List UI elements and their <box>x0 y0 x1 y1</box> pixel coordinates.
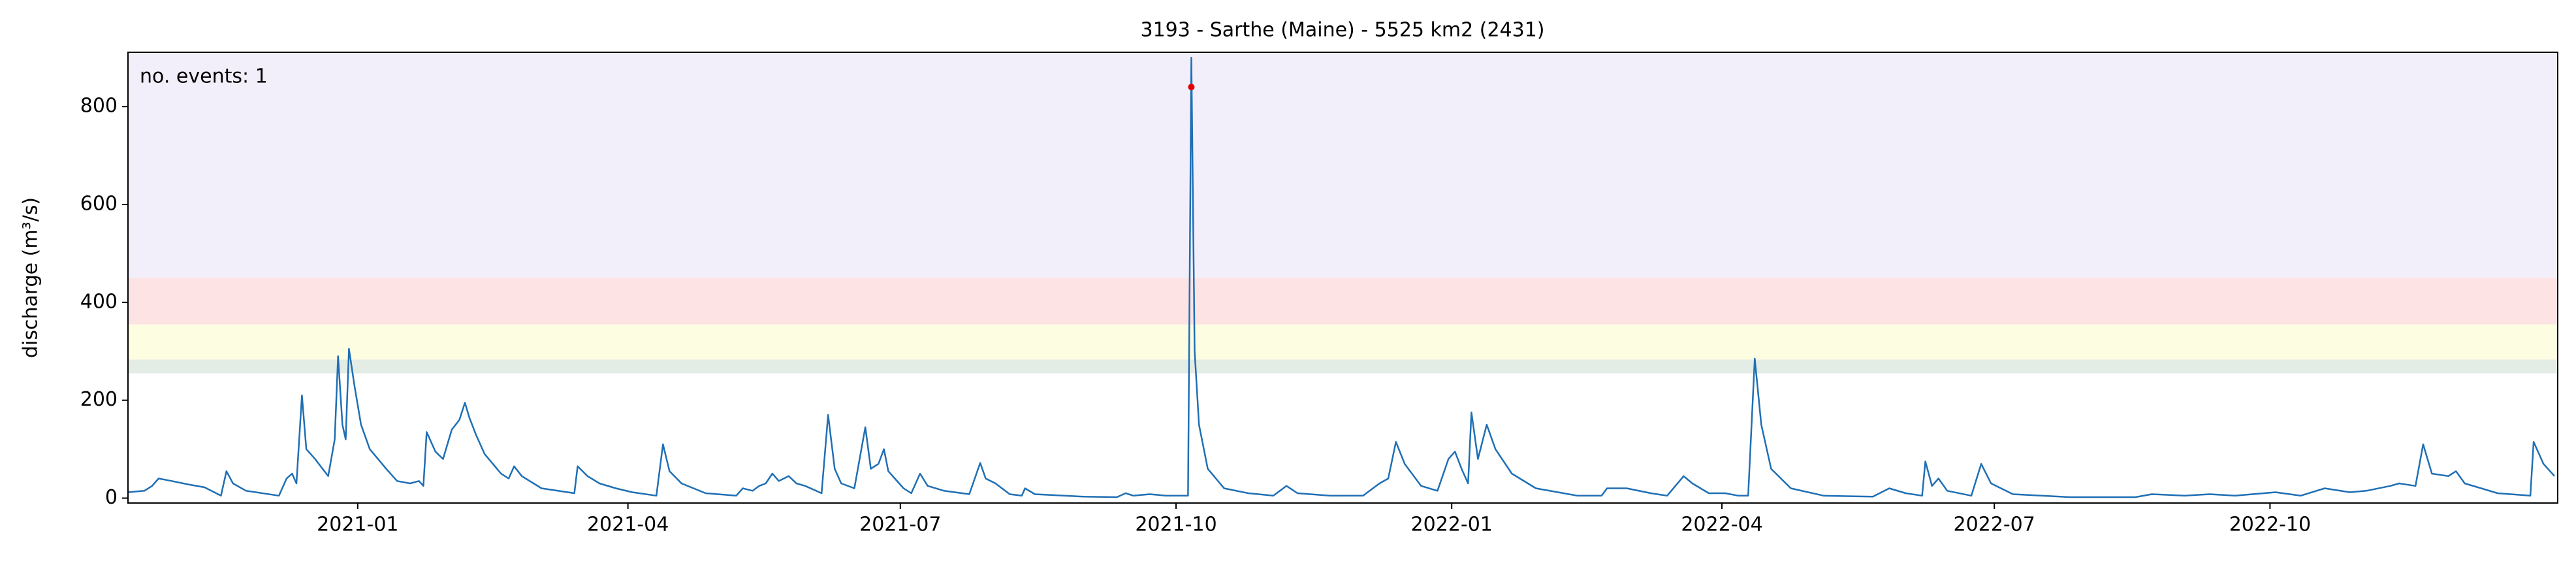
x-tick-label: 2022-07 <box>1954 513 2035 536</box>
axes-frame <box>127 52 2558 504</box>
y-tick-label: 600 <box>80 192 118 215</box>
threshold-band <box>128 278 2558 325</box>
y-tick-label: 800 <box>80 95 118 118</box>
x-tick-label: 2022-10 <box>2229 513 2311 536</box>
x-tick-label: 2021-01 <box>317 513 398 536</box>
x-tick-label: 2021-07 <box>859 513 941 536</box>
x-tick-label: 2021-10 <box>1135 513 1216 536</box>
y-tick-label: 400 <box>80 290 118 313</box>
x-tick-label: 2022-04 <box>1681 513 1762 536</box>
y-tick-label: 200 <box>80 388 118 411</box>
threshold-band <box>128 359 2558 374</box>
discharge-line <box>127 56 2555 498</box>
threshold-band <box>128 324 2558 360</box>
x-tick-label: 2021-04 <box>587 513 669 536</box>
y-tick-label: 0 <box>105 486 118 509</box>
threshold-band <box>128 52 2558 278</box>
event-point <box>1188 84 1195 91</box>
x-tick-label: 2022-01 <box>1411 513 1493 536</box>
chart-title: 3193 - Sarthe (Maine) - 5525 km2 (2431) <box>1140 19 1544 42</box>
event-count: no. events: 1 <box>140 65 268 88</box>
y-axis-label: discharge (m³/s) <box>20 197 42 358</box>
